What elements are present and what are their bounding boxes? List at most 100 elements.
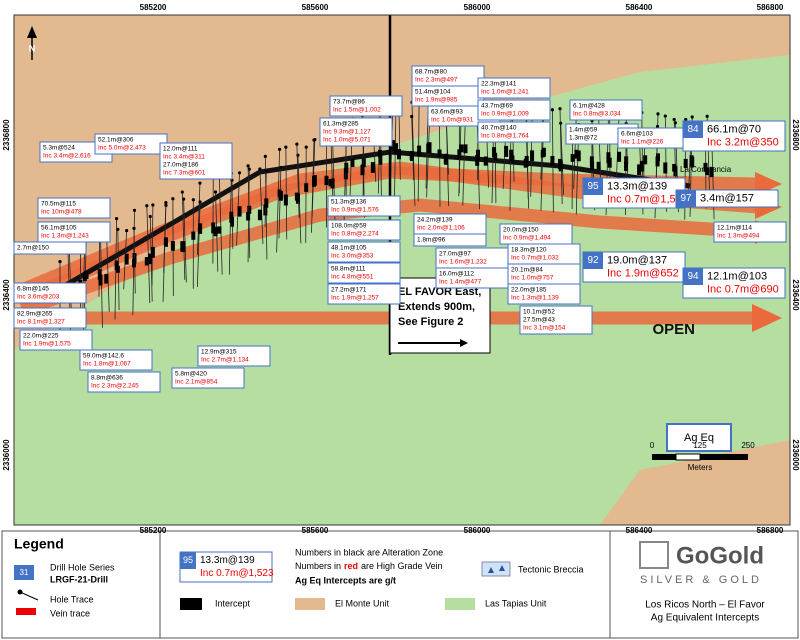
legend-label: LRGF-21-Drill bbox=[50, 574, 108, 584]
hole-trace bbox=[439, 116, 441, 207]
intercept bbox=[180, 241, 185, 252]
callout-line: 52.1m@306 bbox=[98, 137, 134, 144]
intercept bbox=[144, 257, 149, 266]
intercept bbox=[655, 156, 660, 167]
intercept bbox=[191, 231, 196, 240]
hole-trace bbox=[426, 121, 430, 198]
north-head bbox=[27, 26, 37, 38]
callout-line: Inc 1.4m@477 bbox=[439, 279, 482, 286]
intercept bbox=[483, 156, 488, 166]
intercept bbox=[444, 153, 449, 165]
callout-line: Inc 1.8m@1,067 bbox=[83, 361, 131, 368]
callout-line: 16.0m@112 bbox=[439, 271, 474, 278]
callout-line: Inc 3.0m@353 bbox=[331, 253, 374, 260]
el-favor-text: Extends 900m, bbox=[398, 301, 475, 313]
legend-panel bbox=[1, 530, 799, 639]
hole-collar bbox=[148, 214, 152, 219]
hole-trace bbox=[398, 111, 401, 180]
callout-line: Inc 1.6m@1,232 bbox=[439, 259, 487, 266]
legend-el-monte-swatch bbox=[295, 598, 325, 610]
callout-line: 27.0m@97 bbox=[439, 251, 471, 258]
intercept bbox=[705, 167, 710, 176]
y-coord-label: 2336000 bbox=[2, 439, 11, 471]
intercept bbox=[104, 274, 109, 284]
callout-line: 56.1m@105 bbox=[41, 225, 77, 232]
intercept bbox=[683, 158, 688, 168]
callout-line: 108.0m@59 bbox=[331, 223, 367, 230]
callout-line: 59.0m@142.6 bbox=[83, 353, 124, 360]
intercept bbox=[312, 175, 317, 187]
hole-collar bbox=[198, 181, 202, 185]
legend-note: Numbers in black are Alteration Zone bbox=[295, 547, 443, 557]
hole-trace bbox=[278, 167, 282, 239]
callout-line: 51.3m@136 bbox=[331, 199, 367, 206]
callout-box bbox=[19, 329, 93, 351]
callout-box bbox=[477, 99, 551, 121]
intercept bbox=[378, 149, 383, 158]
north-label: N bbox=[29, 43, 36, 53]
hole-trace bbox=[228, 173, 232, 275]
callout-id-box bbox=[683, 268, 703, 285]
callout-line: 5.8m@420 bbox=[175, 371, 207, 378]
intercept bbox=[409, 150, 414, 160]
callout-line: Inc 1.0m@5,071 bbox=[323, 137, 371, 144]
intercept bbox=[198, 223, 203, 234]
callout-line: 61.3m@285 bbox=[323, 121, 359, 128]
intercept bbox=[370, 162, 375, 173]
callout-box bbox=[713, 221, 787, 243]
map-title: Los Ricos North – El Favor bbox=[645, 600, 765, 611]
callout-line: Inc 3.2m@350 bbox=[707, 136, 779, 148]
y-coord-label: 2336000 bbox=[791, 439, 800, 471]
hole-collar bbox=[550, 108, 555, 112]
callout-line: 27.0m@186 bbox=[163, 162, 199, 169]
callout-line: 6.8m@145 bbox=[17, 286, 49, 293]
hole-trace bbox=[218, 175, 223, 275]
callout-line: Inc 2.0m@1,106 bbox=[417, 225, 465, 232]
ag-eq-box bbox=[666, 423, 732, 452]
callout-line: Inc 4.8m@551 bbox=[331, 274, 374, 281]
legend-title: Legend bbox=[14, 536, 64, 552]
callout-id: 92 bbox=[587, 255, 599, 266]
callout-box bbox=[327, 241, 401, 263]
hole-collar bbox=[125, 229, 129, 233]
intercept bbox=[624, 156, 629, 165]
intercept bbox=[590, 161, 595, 171]
intercept bbox=[570, 154, 575, 162]
intercept bbox=[690, 156, 695, 168]
callout-box bbox=[413, 233, 487, 247]
callout-line: Inc 0.7m@1,523 bbox=[607, 193, 688, 205]
callout-line: Inc 0.7m@1,032 bbox=[511, 255, 559, 262]
intercept bbox=[463, 144, 468, 154]
vein-trace-main bbox=[38, 149, 691, 303]
callout-line: Inc 2.3m@497 bbox=[415, 77, 458, 84]
el-favor-box bbox=[389, 277, 491, 354]
intercept bbox=[643, 155, 648, 165]
callout-line: Inc 2.7m@1,134 bbox=[201, 357, 249, 364]
callout-line: Inc 1.0m@1,241 bbox=[481, 89, 529, 96]
callout-box bbox=[159, 142, 233, 180]
legend-id-swatch bbox=[14, 565, 34, 580]
intercept bbox=[550, 156, 555, 167]
intercept bbox=[150, 246, 155, 258]
intercept bbox=[492, 147, 497, 158]
callout-id-box bbox=[583, 178, 603, 195]
intercept bbox=[510, 155, 515, 164]
callout-line: Inc 2.3m@2,245 bbox=[91, 383, 139, 390]
logo-name: GoGold bbox=[676, 542, 764, 569]
hole-trace bbox=[462, 111, 466, 206]
hole-collar bbox=[58, 260, 62, 264]
intercept bbox=[437, 149, 442, 157]
legend-label: Intercept bbox=[215, 598, 251, 608]
callout-line: 1.3m@72 bbox=[569, 135, 598, 142]
hole-collar bbox=[258, 167, 262, 171]
callout-line: 6.6m@103 bbox=[621, 131, 653, 138]
intercept bbox=[350, 159, 355, 168]
el-favor-text: See Figure 2 bbox=[398, 316, 463, 328]
callout-line: 19.0m@137 bbox=[607, 254, 667, 266]
legend-intercept-swatch bbox=[180, 598, 202, 610]
intercept bbox=[114, 260, 119, 271]
legend-label: Drill Hole Series bbox=[50, 562, 115, 572]
legend-example: 95 13.3m@139 Inc 0.7m@1,523 bbox=[179, 551, 274, 583]
hole-collar bbox=[655, 124, 660, 129]
